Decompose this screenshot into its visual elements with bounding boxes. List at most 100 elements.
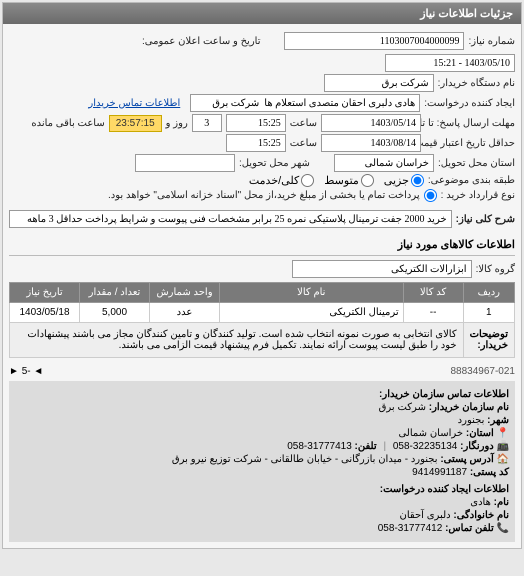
fax-value: 32235134-058 (393, 441, 458, 452)
creator-phone-row: 📞 تلفن تماس: 31777412-058 (15, 523, 509, 534)
city-field[interactable] (135, 154, 235, 172)
cell-code: -- (403, 303, 463, 323)
row-province: استان محل تحویل: شهر محل تحویل: (9, 154, 515, 172)
row-buyer-org: نام دستگاه خریدار: (9, 74, 515, 92)
postcode-value: 9414991187 (412, 467, 467, 478)
radio-medium-label: متوسط (324, 174, 359, 187)
fax-icon: 📠 (497, 441, 509, 452)
row-desc-label: توضیحات خریدار: (463, 323, 514, 358)
radio-total-label: کلی/خدمت (249, 174, 299, 187)
radio-total-input[interactable] (301, 174, 314, 187)
fax-label: دورنگار: (460, 441, 494, 452)
buyer-org-label: نام دستگاه خریدار: (438, 78, 515, 89)
creator-name-row: نام: هادی (15, 497, 509, 508)
contract-radio[interactable] (424, 189, 437, 202)
table-row[interactable]: 1 -- ترمینال الکتریکی عدد 5,000 1403/05/… (10, 303, 515, 323)
days-label: روز و (166, 118, 188, 129)
category-radio-group: جزیی متوسط کلی/خدمت (249, 174, 424, 187)
province-value2: خراسان شمالی (398, 428, 463, 439)
radio-medium[interactable]: متوسط (324, 174, 374, 187)
category-label: طبقه بندی موضوعی: (428, 175, 515, 186)
buyer-contact-link[interactable]: اطلاعات تماس خریدار (88, 98, 180, 109)
province-field[interactable] (334, 154, 434, 172)
table-header-row: ردیف کد کالا نام کالا واحد شمارش تعداد /… (10, 283, 515, 303)
cell-unit: عدد (150, 303, 220, 323)
request-number-label: شماره نیاز: (468, 36, 515, 47)
contact-province-row: 📍 استان: خراسان شمالی (15, 428, 509, 439)
contract-type-label: نوع قرارداد خرید : (441, 190, 515, 201)
postcode-label: کد پستی: (470, 467, 509, 478)
public-announce-label: تاریخ و ساعت اعلان عمومی: (142, 36, 261, 47)
contact-city-row: شهر: بجنورد (15, 415, 509, 426)
name-value: هادی (470, 497, 491, 508)
pager: ◄ -5 ► (9, 366, 43, 377)
contract-text: پرداخت تمام یا بخشی از مبلغ خرید،از محل … (108, 190, 420, 201)
th-index: ردیف (463, 283, 514, 303)
request-number-field[interactable] (284, 32, 464, 50)
contact-org-row: نام سازمان خریدار: شرکت برق (15, 402, 509, 413)
row-goods-group: گروه کالا: (9, 260, 515, 278)
name-label: نام: (494, 497, 509, 508)
validity-time-field[interactable] (226, 134, 286, 152)
pager-next-icon[interactable]: ► (9, 366, 19, 377)
contact-section: اطلاعات تماس سازمان خریدار: نام سازمان خ… (9, 381, 515, 542)
contact-phone-value: 31777412-058 (378, 523, 443, 534)
request-creator-label: ایجاد کننده درخواست: (424, 98, 515, 109)
deadline-date-field[interactable] (321, 114, 421, 132)
row-request-number: شماره نیاز: تاریخ و ساعت اعلان عمومی: (9, 32, 515, 72)
cell-qty: 5,000 (80, 303, 150, 323)
table-desc-row: توضیحات خریدار: کالای انتخابی به صورت نم… (10, 323, 515, 358)
row-deadline: مهلت ارسال پاسخ: تا تاریخ: ساعت روز و 23… (9, 114, 515, 132)
phone-label: تلفن: (355, 441, 377, 452)
table-footer: 88834967-021 ◄ -5 ► (9, 362, 515, 381)
buyer-org-field[interactable] (324, 74, 434, 92)
footer-phone: 88834967-021 (450, 366, 515, 377)
time-label-1: ساعت (290, 118, 317, 129)
th-unit: واحد شمارش (150, 283, 220, 303)
row-creator: ایجاد کننده درخواست: اطلاعات تماس خریدار (9, 94, 515, 112)
creator-contact-title: اطلاعات ایجاد کننده درخواست: (15, 484, 509, 495)
separator: | (383, 441, 386, 452)
phone-icon: 📞 (497, 523, 509, 534)
row-contract: نوع قرارداد خرید : پرداخت تمام یا بخشی ا… (9, 189, 515, 202)
cell-index: 1 (463, 303, 514, 323)
org-name-label: نام سازمان خریدار: (429, 402, 509, 413)
public-announce-field[interactable] (385, 54, 515, 72)
deadline-label: مهلت ارسال پاسخ: تا تاریخ: (425, 118, 515, 129)
request-creator-field[interactable] (190, 94, 420, 112)
row-desc-text: کالای انتخابی به صورت نمونه انتخاب شده ا… (10, 323, 464, 358)
radio-partial-input[interactable] (411, 174, 424, 187)
radio-partial-label: جزیی (384, 174, 409, 187)
deadline-time-field[interactable] (226, 114, 286, 132)
radio-partial[interactable]: جزیی (384, 174, 424, 187)
th-qty: تعداد / مقدار (80, 283, 150, 303)
radio-medium-input[interactable] (361, 174, 374, 187)
remaining-label: ساعت باقی مانده (31, 118, 104, 129)
goods-group-field[interactable] (292, 260, 472, 278)
cell-date: 1403/05/18 (10, 303, 80, 323)
postal-label: آدرس پستی: (440, 454, 493, 465)
creator-family-row: نام خانوادگی: دلبری آحقان (15, 510, 509, 521)
panel-title: جزئیات اطلاعات نیاز (420, 8, 513, 20)
time-label-2: ساعت (290, 138, 317, 149)
row-description: شرح کلی نیاز: (9, 210, 515, 228)
home-icon: 🏠 (497, 454, 509, 465)
cell-name: ترمینال الکتریکی (220, 303, 404, 323)
details-panel: جزئیات اطلاعات نیاز شماره نیاز: تاریخ و … (2, 2, 522, 549)
countdown-timer: 23:57:15 (109, 115, 162, 132)
th-name: نام کالا (220, 283, 404, 303)
location-icon: 📍 (497, 428, 509, 439)
desc-field[interactable] (9, 210, 452, 228)
pager-prev-icon[interactable]: ◄ (33, 366, 43, 377)
goods-table: ردیف کد کالا نام کالا واحد شمارش تعداد /… (9, 282, 515, 358)
th-code: کد کالا (403, 283, 463, 303)
days-count-field[interactable] (192, 114, 222, 132)
validity-date-field[interactable] (321, 134, 421, 152)
city-value2: بجنورد (458, 415, 485, 426)
goods-section-title: اطلاعات کالاهای مورد نیاز (9, 234, 515, 256)
contact-postcode-row: کد پستی: 9414991187 (15, 467, 509, 478)
radio-total[interactable]: کلی/خدمت (249, 174, 314, 187)
contact-section-title: اطلاعات تماس سازمان خریدار: (15, 389, 509, 400)
validity-label: حداقل تاریخ اعتبار قیمت: تا تاریخ: (425, 138, 515, 149)
contact-postal-row: 🏠 آدرس پستی: بجنورد - میدان بازرگانی - خ… (15, 454, 509, 465)
